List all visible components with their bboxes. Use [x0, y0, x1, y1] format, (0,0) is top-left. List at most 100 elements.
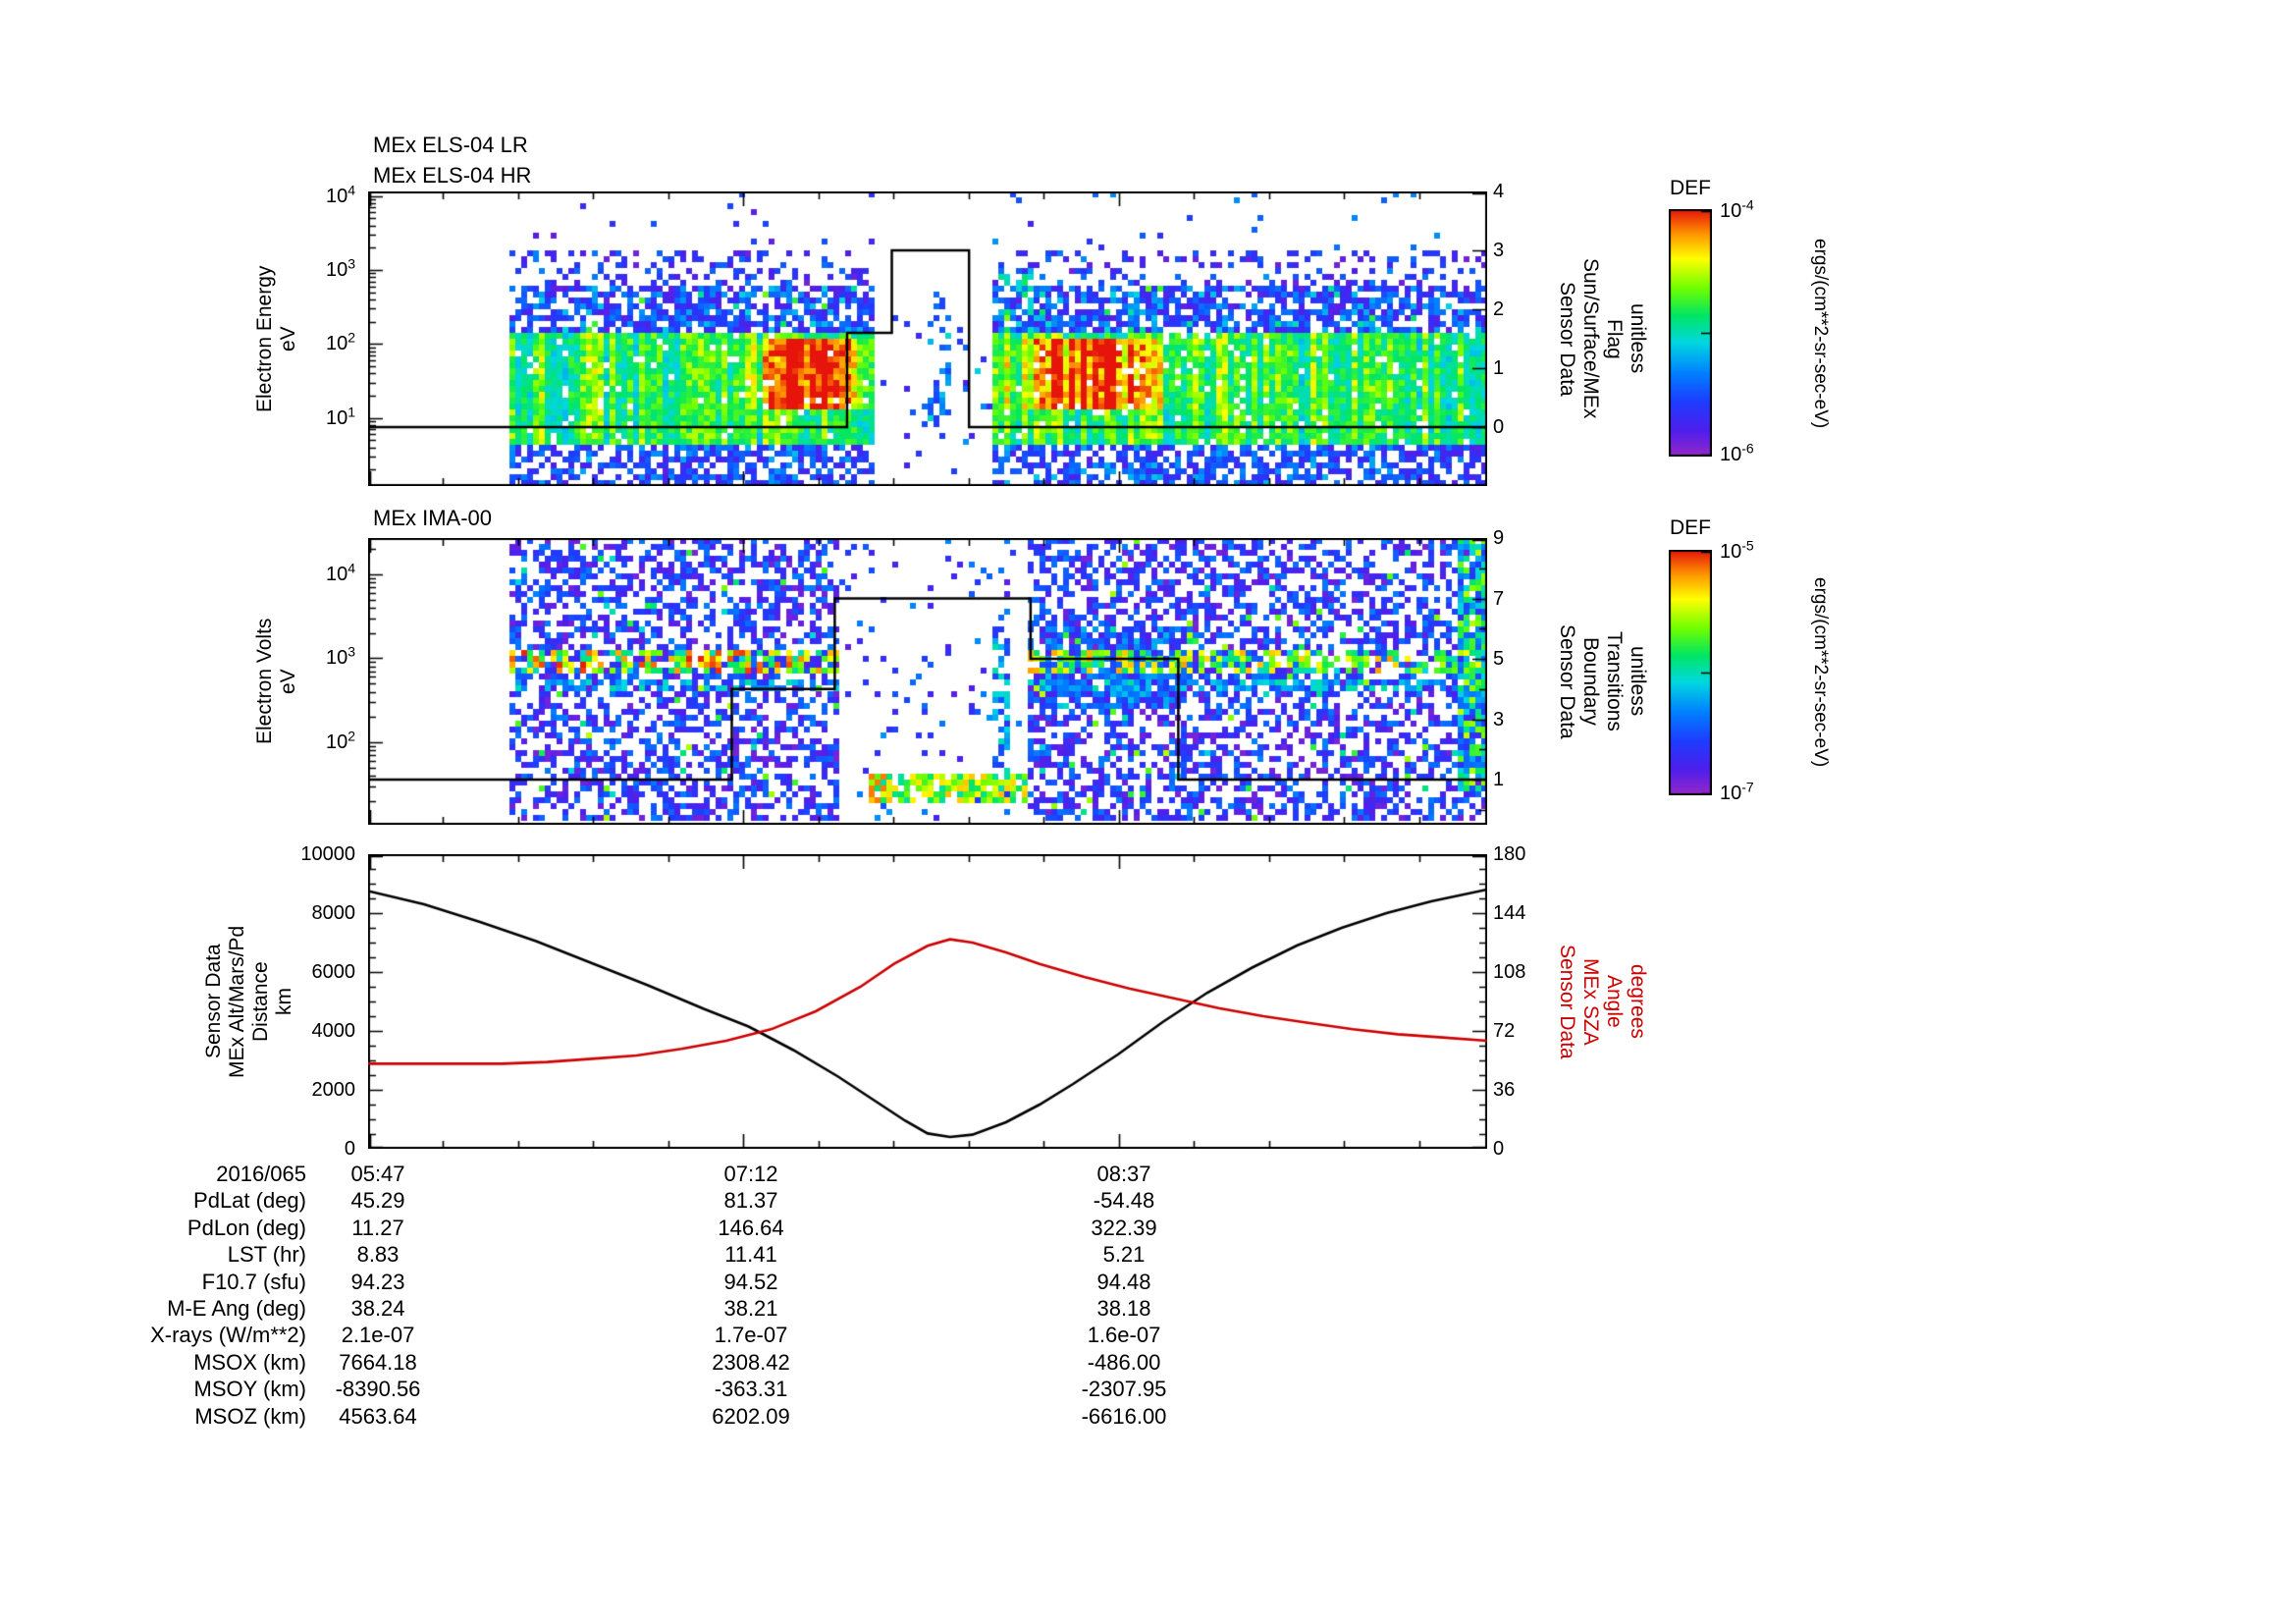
distance-label-line2: MEx Alt/Mars/Pd — [226, 925, 248, 1078]
ima-right-tick-label: 9 — [1493, 527, 1505, 549]
colorbar-1-top-tick-label: 10-4 — [1720, 196, 1754, 222]
els-right-tick-label: 0 — [1493, 416, 1505, 438]
ima-title-line1: MEx IMA-00 — [373, 506, 493, 530]
colorbar-1-gradient — [1669, 209, 1712, 457]
ima-panel-title: MEx IMA-00 — [373, 503, 492, 533]
table-cell: 1.7e-07 — [714, 1323, 788, 1348]
els-right-tick-label: 4 — [1493, 181, 1505, 202]
els-right-label-line4: unitless — [1627, 303, 1649, 374]
table-row: MSOX (km) 7664.18 2308.42 -486.00 — [0, 1349, 1374, 1376]
table-row: F10.7 (sfu) 94.23 94.52 94.48 — [0, 1269, 1374, 1295]
ima-spectrogram-canvas — [368, 538, 1487, 825]
table-row-label: MSOY (km) — [193, 1377, 306, 1402]
table-cell: 38.24 — [350, 1296, 405, 1321]
table-cell: 5.21 — [1102, 1242, 1146, 1268]
table-row-label: MSOX (km) — [193, 1349, 306, 1375]
table-cell: 1.6e-07 — [1087, 1323, 1161, 1348]
distance-ytick-label: 4000 — [311, 1020, 356, 1042]
table-row: PdLon (deg) 11.27 146.64 322.39 — [0, 1215, 1374, 1241]
altitude-sza-chart-canvas — [368, 854, 1487, 1149]
table-cell: 4563.64 — [339, 1403, 417, 1429]
ima-ytick-label: 102 — [325, 728, 355, 754]
sza-right-tick-label: 108 — [1493, 961, 1526, 983]
sza-label-line4: degrees — [1627, 964, 1649, 1039]
els-right-label-line3: Flag — [1603, 318, 1626, 359]
distance-label-line1: Sensor Data — [202, 944, 225, 1059]
table-row-label: 2016/065 — [216, 1162, 306, 1186]
table-cell: 08:37 — [1096, 1162, 1151, 1186]
table-row: MSOY (km) -8390.56 -363.31 -2307.95 — [0, 1376, 1374, 1402]
colorbar-1-unit-label: ergs/(cm**2-sr-sec-eV) — [1810, 239, 1831, 429]
colorbar-2-title: DEF — [1670, 516, 1711, 539]
ima-right-label-line4: unitless — [1627, 646, 1649, 717]
table-cell: 11.27 — [351, 1215, 404, 1240]
sza-right-tick-label: 36 — [1493, 1079, 1516, 1101]
ima-right-label-line2: Boundary — [1579, 637, 1602, 726]
table-cell: -6616.00 — [1081, 1403, 1167, 1429]
table-cell: 81.37 — [723, 1188, 778, 1214]
els-panel-title: MEx ELS-04 LR MEx ELS-04 HR — [373, 130, 531, 190]
distance-label-line4: km — [273, 988, 295, 1015]
colorbar-2-gradient — [1669, 550, 1712, 795]
ima-y-axis-label-line1: Electron Volts — [253, 618, 276, 745]
table-row-label: F10.7 (sfu) — [201, 1269, 306, 1294]
table-cell: 38.21 — [723, 1296, 778, 1321]
table-cell: 2.1e-07 — [341, 1323, 415, 1348]
table-cell: -363.31 — [714, 1377, 788, 1402]
colorbar-2-unit-label: ergs/(cm**2-sr-sec-eV) — [1810, 577, 1831, 768]
sza-right-tick-label: 180 — [1493, 843, 1526, 865]
table-row-label: MSOZ (km) — [194, 1403, 306, 1429]
els-right-tick-label: 1 — [1493, 357, 1505, 379]
els-spectrogram-canvas — [368, 191, 1487, 486]
table-cell: 94.52 — [723, 1269, 778, 1294]
colorbar-2-bottom-tick-label: 10-7 — [1720, 779, 1754, 804]
ima-right-label-line1: Sensor Data — [1556, 623, 1578, 739]
table-cell: 07:12 — [723, 1162, 778, 1186]
ima-right-tick-label: 3 — [1493, 708, 1505, 730]
sza-label-line1: Sensor Data — [1556, 944, 1578, 1059]
els-right-axis-label: Sensor Data Sun/Surface/MEx Flag unitles… — [1555, 191, 1649, 486]
table-cell: 38.18 — [1096, 1296, 1151, 1321]
distance-ytick-label: 2000 — [311, 1079, 356, 1101]
table-row-label: LST (hr) — [227, 1242, 306, 1268]
sza-right-axis-label: Sensor Data MEx SZA Angle degrees — [1555, 854, 1649, 1149]
table-row: PdLat (deg) 45.29 81.37 -54.48 — [0, 1187, 1374, 1214]
table-cell: 94.23 — [350, 1269, 405, 1294]
els-ytick-label: 104 — [325, 181, 355, 207]
table-cell: 45.29 — [350, 1188, 405, 1214]
colorbar-1-bottom-tick-label: 10-6 — [1720, 440, 1754, 465]
table-cell: 6202.09 — [712, 1403, 790, 1429]
sza-label-line2: MEx SZA — [1579, 957, 1602, 1046]
els-right-label-line2: Sun/Surface/MEx — [1579, 258, 1602, 419]
distance-ytick-label: 10000 — [300, 843, 355, 865]
distance-y-axis-label: Sensor Data MEx Alt/Mars/Pd Distance km — [202, 854, 296, 1149]
table-row-label: PdLat (deg) — [193, 1188, 306, 1214]
table-row: M-E Ang (deg) 38.24 38.21 38.18 — [0, 1295, 1374, 1322]
ima-right-axis-label: Sensor Data Boundary Transitions unitles… — [1555, 538, 1649, 825]
distance-ytick-label: 8000 — [311, 902, 356, 924]
table-cell: -54.48 — [1093, 1188, 1155, 1214]
sza-right-tick-label: 72 — [1493, 1020, 1516, 1042]
colorbar-2-top-tick-label: 10-5 — [1720, 537, 1754, 563]
table-row: X-rays (W/m**2) 2.1e-07 1.7e-07 1.6e-07 — [0, 1322, 1374, 1348]
els-y-axis-label-line1: Electron Energy — [253, 265, 276, 412]
els-ytick-label: 103 — [325, 255, 355, 281]
ima-right-tick-label: 1 — [1493, 769, 1505, 790]
distance-ytick-label: 0 — [344, 1138, 355, 1160]
table-row: LST (hr) 8.83 11.41 5.21 — [0, 1241, 1374, 1268]
colorbar-1-title: DEF — [1670, 177, 1711, 199]
distance-ytick-label: 6000 — [311, 961, 356, 983]
table-row: 2016/065 05:47 07:12 08:37 — [0, 1161, 1374, 1187]
sza-label-line3: Angle — [1603, 975, 1626, 1028]
table-cell: 322.39 — [1091, 1215, 1157, 1240]
sza-right-tick-label: 144 — [1493, 902, 1526, 924]
ima-ytick-label: 104 — [325, 560, 355, 585]
table-cell: 05:47 — [350, 1162, 405, 1186]
ima-ytick-label: 103 — [325, 643, 355, 670]
table-cell: 7664.18 — [339, 1349, 417, 1375]
table-row-label: PdLon (deg) — [187, 1215, 306, 1240]
distance-label-line3: Distance — [249, 961, 272, 1042]
table-cell: -2307.95 — [1081, 1377, 1167, 1402]
table-row-label: M-E Ang (deg) — [167, 1296, 306, 1321]
table-cell: -8390.56 — [335, 1377, 421, 1402]
